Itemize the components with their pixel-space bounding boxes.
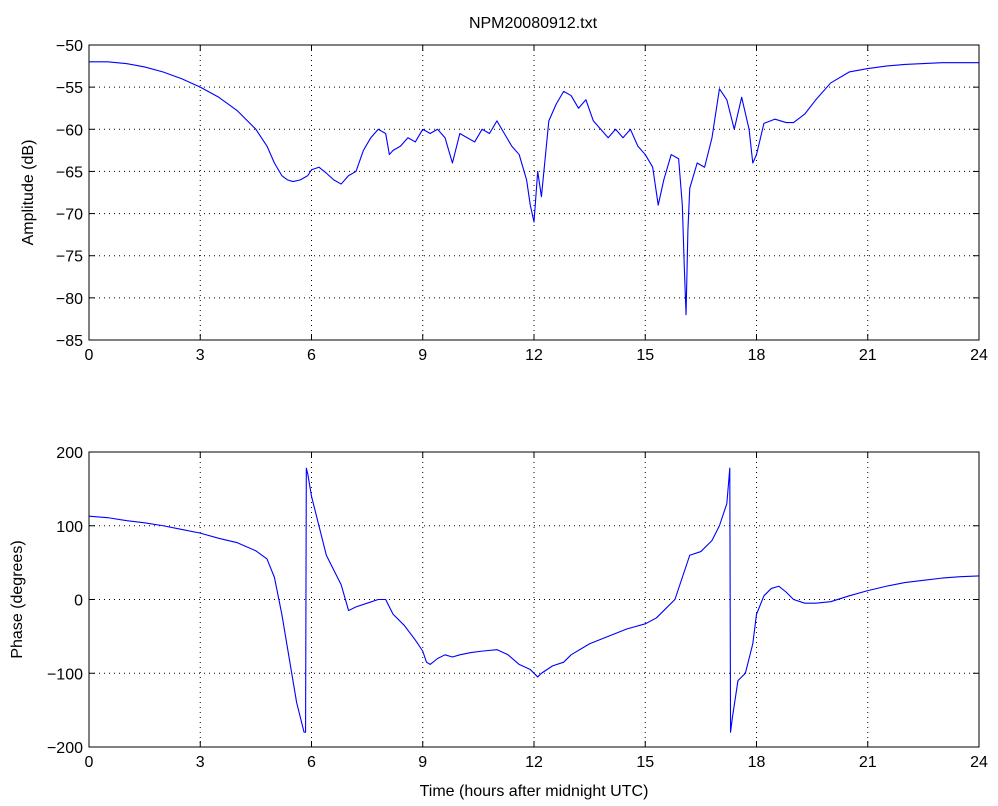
phase-x-axis-label: Time (hours after midnight UTC) [420,783,649,800]
amplitude-x-tick-label: 15 [636,347,654,364]
phase-x-tick-label: 15 [636,754,654,771]
phase-x-tick-label: 18 [748,754,766,771]
amplitude-y-tick-label: −80 [56,291,83,308]
amplitude-x-tick-label: 3 [196,347,205,364]
phase-y-tick-label: 100 [56,519,83,536]
phase-y-tick-label: 200 [56,445,83,462]
amplitude-x-tick-label: 18 [748,347,766,364]
amplitude-y-tick-label: −55 [56,80,83,97]
amplitude-x-tick-label: 9 [418,347,427,364]
amplitude-y-tick-label: −65 [56,164,83,181]
phase-plot: 0 3 6 9 12 15 18 21 24 −200 −100 0 100 200 Phase (deg… [9,445,988,800]
figure-title: NPM20080912.txt [469,15,598,32]
phase-y-tick-label: −200 [47,740,83,757]
phase-x-tick-label: 3 [196,754,205,771]
amplitude-plot: 0 3 6 9 12 15 18 21 24 −85 −80 −75 −70 −65 −60 −55 −50 A… [20,38,988,364]
phase-y-axis-label: Phase (degrees) [9,540,26,658]
phase-x-tick-label: 0 [85,754,94,771]
amplitude-x-tick-label: 0 [85,347,94,364]
phase-series-line [88,467,980,733]
amplitude-x-tick-label: 21 [859,347,877,364]
phase-y-tick-label: 0 [74,593,83,610]
amplitude-y-tick-label: −75 [56,249,83,266]
phase-ticks: 0 3 6 9 12 15 18 21 24 −200 −100 0 100 200 [47,445,988,771]
phase-y-tick-label: −100 [47,666,83,683]
phase-grid [89,452,979,747]
amplitude-grid [89,45,979,340]
phase-x-tick-label: 24 [970,754,988,771]
amplitude-x-tick-label: 12 [525,347,543,364]
amplitude-y-tick-label: −50 [56,38,83,55]
amplitude-y-tick-label: −60 [56,122,83,139]
phase-x-tick-label: 9 [418,754,427,771]
amplitude-y-tick-label: −70 [56,207,83,224]
amplitude-x-tick-label: 24 [970,347,988,364]
phase-x-tick-label: 6 [307,754,316,771]
amplitude-series-line [89,61,979,316]
phase-x-tick-label: 21 [859,754,877,771]
amplitude-y-axis-label: Amplitude (dB) [20,140,37,246]
amplitude-ticks: 0 3 6 9 12 15 18 21 24 −85 −80 −75 −70 −65 −60 −55 −50 [56,38,988,364]
amplitude-x-tick-label: 6 [307,347,316,364]
amplitude-y-tick-label: −85 [56,333,83,350]
phase-x-tick-label: 12 [525,754,543,771]
